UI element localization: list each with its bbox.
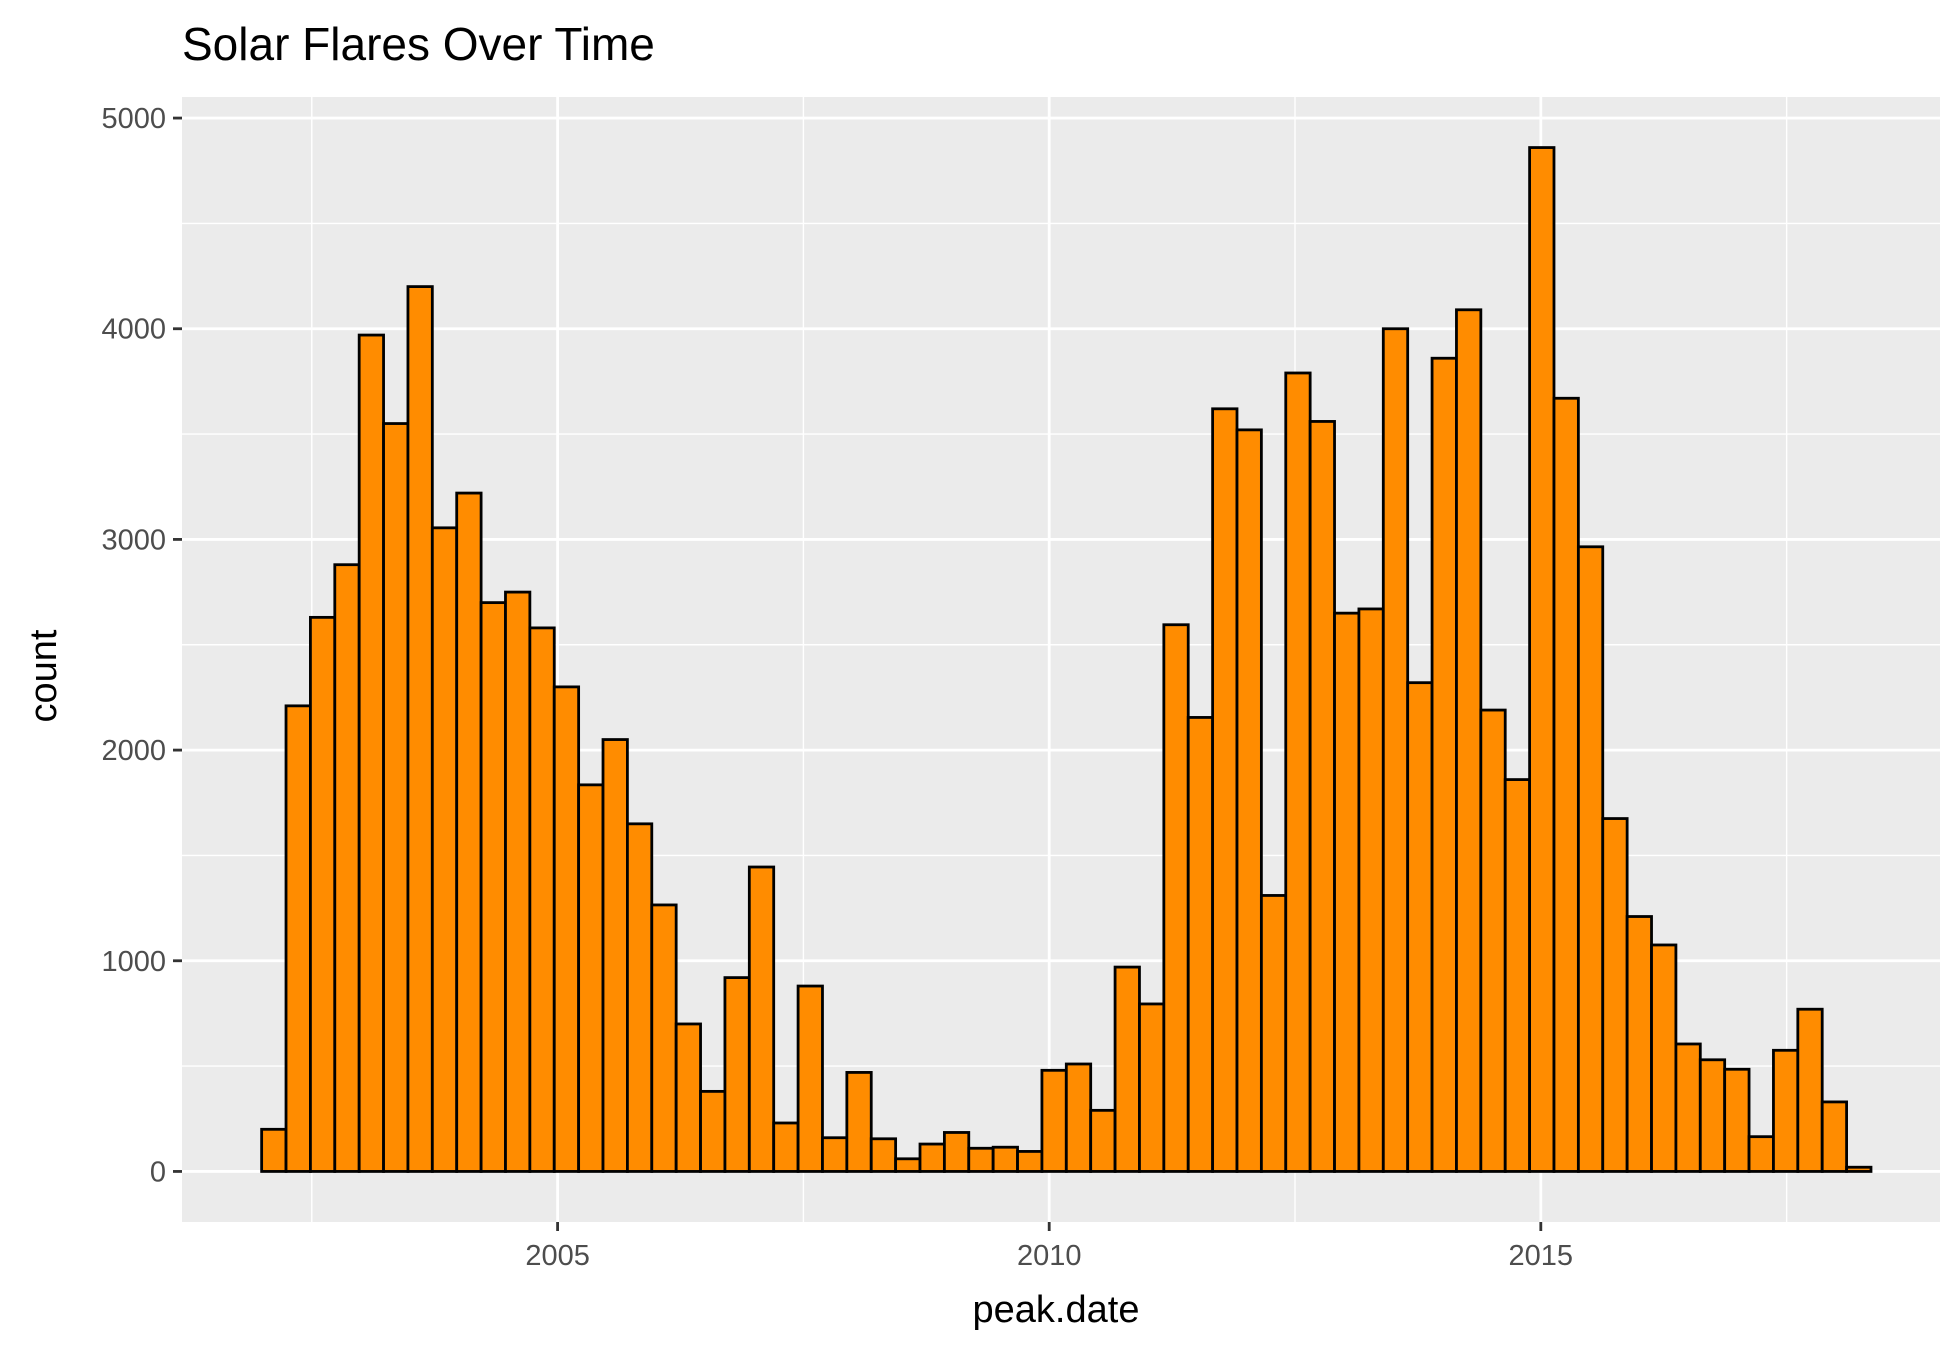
- histogram-bar: [845, 1071, 873, 1173]
- histogram-bar: [1650, 943, 1678, 1173]
- y-tick-label: 5000: [101, 103, 166, 135]
- chart-title: Solar Flares Over Time: [182, 18, 655, 70]
- histogram-bar: [1674, 1042, 1702, 1173]
- histogram-bar: [1186, 716, 1215, 1173]
- histogram-bar: [1211, 407, 1239, 1173]
- y-tick-label: 3000: [101, 524, 166, 556]
- histogram-bar: [723, 976, 751, 1173]
- histogram-bar: [1796, 1007, 1824, 1173]
- histogram-bar: [674, 1022, 702, 1173]
- histogram-bar: [430, 526, 459, 1173]
- histogram-bar: [1479, 708, 1507, 1173]
- histogram-bar: [1138, 1002, 1166, 1173]
- histogram-bar: [601, 738, 629, 1173]
- histogram-bar: [1308, 420, 1336, 1173]
- histogram-bar: [869, 1137, 898, 1173]
- histogram-bar: [1747, 1135, 1775, 1173]
- x-axis: 2005 2010 2015: [525, 1222, 1573, 1272]
- histogram-bar: [455, 491, 483, 1173]
- histogram-bar: [1552, 396, 1580, 1173]
- x-tick-label: 2005: [525, 1240, 590, 1272]
- histogram-bar: [1503, 778, 1532, 1173]
- histogram-bar: [1601, 817, 1629, 1173]
- histogram-bar: [1455, 308, 1483, 1173]
- y-tick-label: 1000: [101, 946, 166, 978]
- histogram-bar: [1381, 327, 1410, 1173]
- histogram-bar: [552, 685, 581, 1173]
- histogram-bar: [406, 285, 434, 1173]
- histogram-bar: [333, 563, 361, 1173]
- histogram-bar: [479, 601, 507, 1173]
- x-tick-label: 2015: [1509, 1240, 1574, 1272]
- histogram-bar: [747, 865, 776, 1173]
- histogram-bar: [1259, 894, 1288, 1173]
- histogram-bar: [1357, 607, 1385, 1173]
- histogram-bar: [942, 1131, 971, 1173]
- histogram-bar: [1430, 356, 1458, 1173]
- y-axis: 0 1000 2000 3000 4000 5000: [101, 103, 182, 1188]
- histogram-bar: [796, 984, 824, 1173]
- histogram-bar: [1406, 681, 1434, 1173]
- histogram-bar: [309, 615, 337, 1173]
- histogram-bar: [918, 1142, 946, 1173]
- histogram-bar: [577, 783, 605, 1173]
- x-tick-label: 2010: [1017, 1240, 1082, 1272]
- histogram-bar: [967, 1146, 995, 1173]
- histogram-bar: [821, 1136, 849, 1173]
- histogram-bar: [1772, 1048, 1800, 1173]
- histogram-bar: [357, 333, 385, 1173]
- histogram-bar: [528, 626, 556, 1173]
- histogram-bar: [1162, 623, 1190, 1173]
- histogram-bar: [1576, 545, 1605, 1173]
- histogram-bar: [1016, 1150, 1044, 1173]
- histogram-bar: [1235, 428, 1263, 1173]
- histogram-bar: [1089, 1108, 1117, 1173]
- x-axis-title: peak.date: [973, 1289, 1140, 1331]
- histogram-bar: [1820, 1100, 1848, 1173]
- histogram-bar: [991, 1145, 1019, 1173]
- histogram-bar: [1064, 1062, 1093, 1173]
- histogram-bar: [1333, 611, 1361, 1173]
- histogram-bar: [1698, 1058, 1727, 1173]
- y-tick-label: 0: [150, 1156, 166, 1188]
- histogram-bar: [382, 422, 410, 1173]
- histogram-bar: [699, 1089, 727, 1173]
- histogram-bar: [625, 822, 654, 1173]
- histogram-bar: [1723, 1067, 1751, 1173]
- histogram-bar: [1845, 1165, 1873, 1173]
- histogram-bar: [504, 590, 532, 1173]
- y-tick-label: 4000: [101, 314, 166, 346]
- histogram-bar: [284, 704, 312, 1173]
- histogram-bar: [1284, 371, 1312, 1173]
- histogram-bar: [1040, 1068, 1068, 1173]
- histogram-bars: [260, 146, 1873, 1173]
- histogram-bar: [1625, 915, 1653, 1173]
- y-tick-label: 2000: [101, 735, 166, 767]
- y-axis-title: count: [23, 629, 65, 722]
- histogram-bar: [260, 1127, 288, 1173]
- histogram-bar: [650, 903, 678, 1173]
- histogram-bar: [894, 1157, 922, 1173]
- histogram-bar: [1113, 965, 1141, 1173]
- histogram-bar: [1528, 146, 1556, 1173]
- histogram-bar: [772, 1121, 800, 1173]
